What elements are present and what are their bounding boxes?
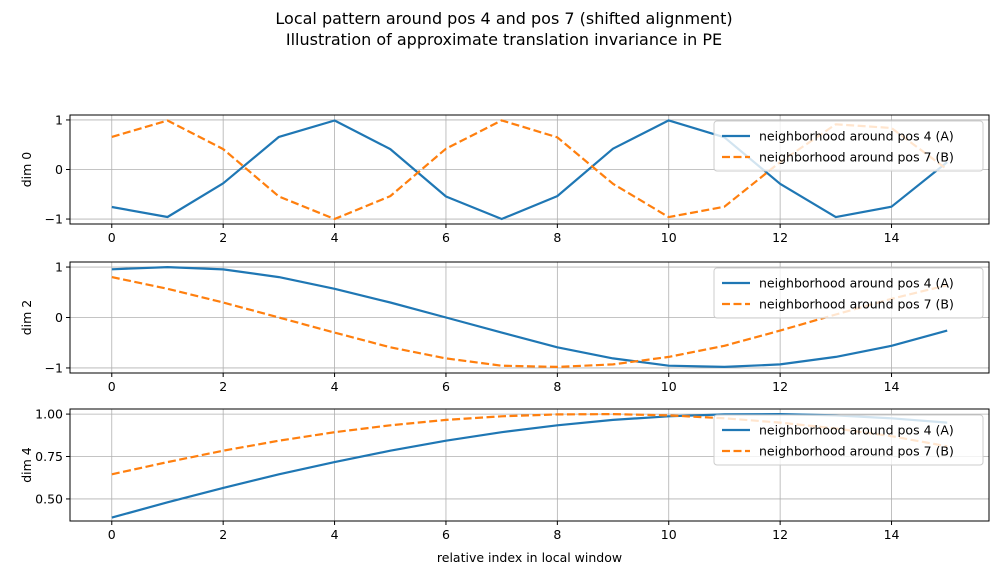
- x-tick-label: 8: [553, 527, 561, 542]
- x-tick-label: 8: [553, 230, 561, 245]
- legend-label-a: neighborhood around pos 4 (A): [759, 423, 954, 438]
- x-tick-label: 6: [442, 379, 450, 394]
- subplot-3: 0 2 4 6 8 10 12 14 0.50 0.75 1.00 dim 4 relative ind…: [19, 407, 990, 565]
- series-line-b: [111, 276, 948, 368]
- legend-label-b: neighborhood around pos 7 (B): [759, 444, 954, 459]
- legend-box: [713, 267, 984, 319]
- legend: neighborhood around pos 4 (A) neighborhoo…: [713, 120, 984, 172]
- x-tick-label: 10: [661, 527, 677, 542]
- x-tick-label: 4: [331, 379, 339, 394]
- y-tick-label: 0: [55, 162, 63, 177]
- x-tick-label: 10: [661, 379, 677, 394]
- x-tick-label: 14: [884, 230, 900, 245]
- subplot-2: 0 2 4 6 8 10 12 14 −1 0 1 dim 2 neighborhood around …: [19, 260, 990, 394]
- x-axis-label: relative index in local window: [437, 550, 622, 565]
- x-tick-label: 12: [772, 527, 788, 542]
- x-tick-label: 6: [442, 527, 450, 542]
- x-tick-label: 2: [219, 527, 227, 542]
- x-tick-label: 8: [553, 379, 561, 394]
- x-tick-label: 6: [442, 230, 450, 245]
- legend-label-a: neighborhood around pos 4 (A): [759, 129, 954, 144]
- x-tick-label: 0: [108, 527, 116, 542]
- x-tick-label: 10: [661, 230, 677, 245]
- x-tick-label: 0: [108, 230, 116, 245]
- legend-label-b: neighborhood around pos 7 (B): [759, 297, 954, 312]
- x-tick-label: 14: [884, 379, 900, 394]
- x-tick-label: 4: [331, 230, 339, 245]
- legend: neighborhood around pos 4 (A) neighborhoo…: [713, 414, 984, 466]
- subplot-1: 0 2 4 6 8 10 12 14 −1 0 1 dim 0 neighborhood around …: [19, 112, 990, 245]
- y-tick-label: 1: [55, 260, 63, 275]
- x-tick-label: 4: [331, 527, 339, 542]
- x-tick-label: 14: [884, 527, 900, 542]
- y-tick-label: −1: [45, 360, 63, 375]
- figure-title-line1: Local pattern around pos 4 and pos 7 (sh…: [275, 9, 732, 28]
- y-axis-label: dim 4: [19, 447, 34, 483]
- y-axis-label: dim 0: [19, 152, 34, 188]
- legend: neighborhood around pos 4 (A) neighborhoo…: [713, 267, 984, 319]
- y-tick-label: 1: [55, 112, 63, 127]
- series-line-a: [111, 119, 948, 221]
- x-tick-label: 2: [219, 230, 227, 245]
- x-tick-label: 2: [219, 379, 227, 394]
- y-tick-label: 0.50: [35, 491, 63, 506]
- x-tick-label: 12: [772, 230, 788, 245]
- axes-frame: [69, 408, 990, 522]
- x-tick-label: 0: [108, 379, 116, 394]
- y-tick-label: −1: [45, 212, 63, 227]
- series-line-b: [111, 413, 948, 476]
- y-tick-label: 0: [55, 310, 63, 325]
- legend-label-b: neighborhood around pos 7 (B): [759, 150, 954, 165]
- y-tick-label: 0.75: [35, 449, 63, 464]
- legend-box: [713, 414, 984, 466]
- y-axis-label: dim 2: [19, 300, 34, 336]
- series-line-a: [111, 266, 948, 368]
- legend-label-a: neighborhood around pos 4 (A): [759, 276, 954, 291]
- y-tick-label: 1.00: [35, 407, 63, 422]
- x-tick-label: 12: [772, 379, 788, 394]
- figure-title-line2: Illustration of approximate translation …: [286, 30, 722, 49]
- legend-box: [713, 120, 984, 172]
